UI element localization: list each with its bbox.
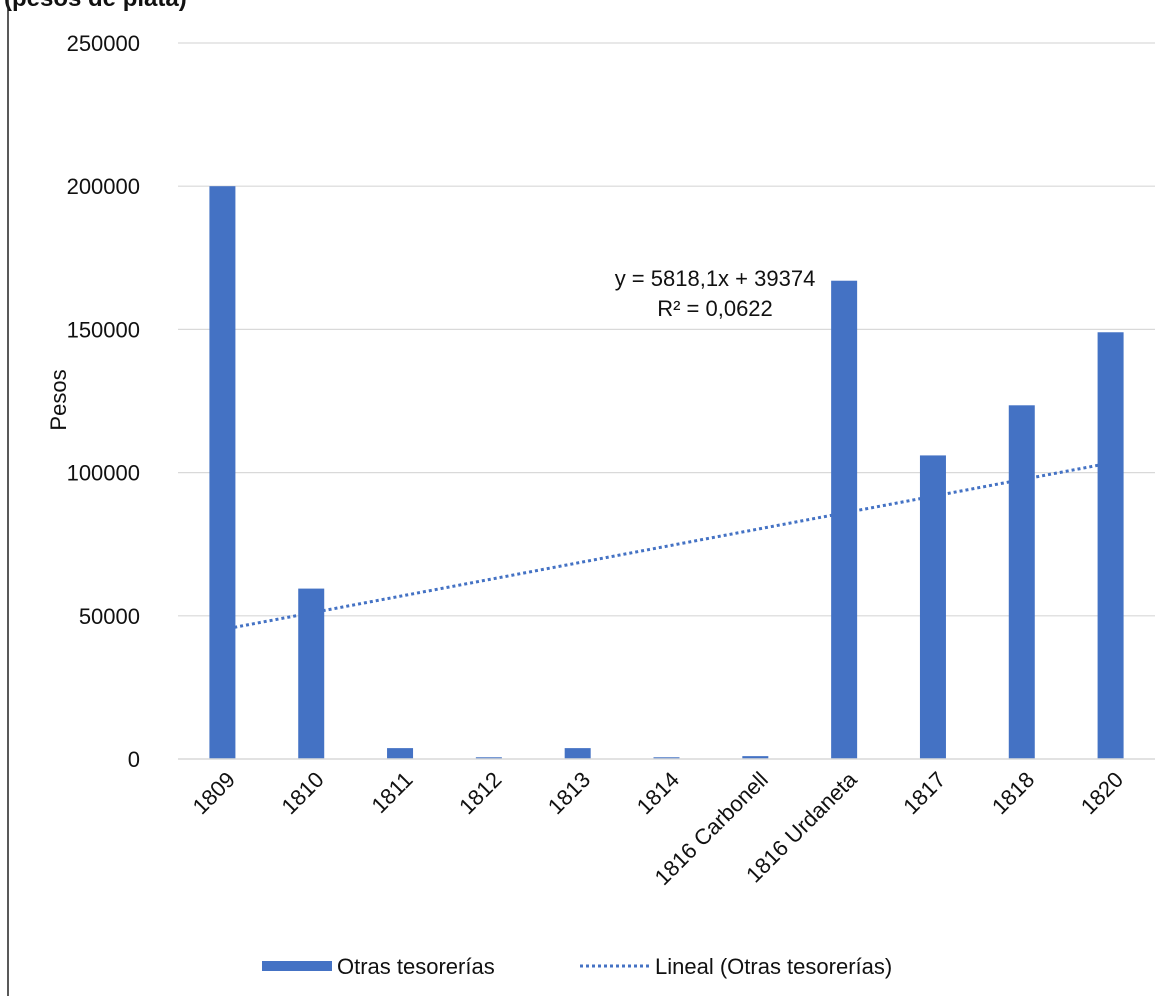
bar	[209, 186, 236, 759]
trendline	[222, 461, 1111, 632]
bars	[209, 186, 1124, 759]
legend-label-bars: Otras tesorerías	[337, 954, 495, 979]
legend-swatch-bars	[262, 961, 332, 971]
legend-label-trendline: Lineal (Otras tesorerías)	[655, 954, 892, 979]
x-tick-label: 1820	[1076, 767, 1128, 819]
y-tick-label: 250000	[67, 31, 140, 56]
y-axis-label: Pesos	[46, 369, 71, 430]
x-tick-label: 1817	[898, 767, 950, 819]
y-tick-label: 100000	[67, 461, 140, 486]
trendline-equation: y = 5818,1x + 39374	[615, 266, 816, 291]
bar	[387, 748, 414, 759]
bar	[742, 756, 769, 759]
bar	[298, 588, 325, 759]
bar	[831, 280, 858, 759]
bar	[1008, 405, 1035, 759]
y-tick-label: 0	[128, 747, 140, 772]
y-tick-label: 150000	[67, 317, 140, 342]
y-tick-label: 200000	[67, 174, 140, 199]
bar	[653, 757, 680, 759]
y-tick-label: 50000	[79, 604, 140, 629]
trendline-r2: R² = 0,0622	[657, 296, 773, 321]
gridlines	[178, 42, 1155, 617]
bar	[564, 748, 591, 759]
y-axis-tick-labels: 0 50000 100000 150000 200000 250000	[67, 31, 140, 772]
chart-title-fragment: (pesos de plata)	[4, 0, 187, 12]
bar	[1097, 332, 1124, 759]
bar	[475, 757, 502, 759]
x-tick-label: 1811	[366, 767, 417, 818]
x-tick-label: 1814	[632, 767, 684, 819]
x-tick-label: 1818	[987, 767, 1039, 819]
x-tick-label: 1809	[188, 767, 240, 819]
bar	[919, 455, 946, 759]
legend: Otras tesorerías Lineal (Otras tesorería…	[262, 954, 892, 979]
x-tick-label: 1813	[543, 767, 595, 819]
x-tick-label: 1810	[276, 767, 328, 819]
x-tick-label: 1812	[454, 767, 506, 819]
